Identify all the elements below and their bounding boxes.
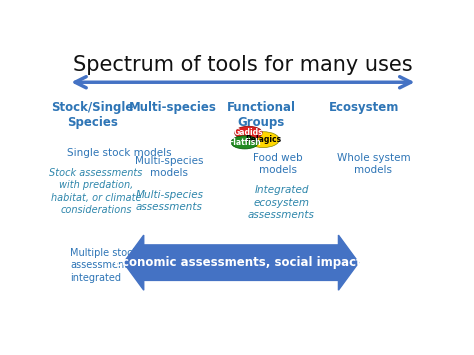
Text: Ecosystem: Ecosystem: [329, 102, 399, 114]
Text: Food web
models: Food web models: [253, 153, 302, 175]
Text: Stock/Single
Species: Stock/Single Species: [51, 102, 134, 129]
Ellipse shape: [231, 136, 258, 149]
Text: Multi-species
models: Multi-species models: [135, 156, 204, 178]
Polygon shape: [124, 235, 359, 290]
Text: Multi-species
assessments: Multi-species assessments: [136, 190, 203, 212]
Text: Gadids: Gadids: [234, 128, 263, 137]
Text: Economic assessments, social impacts: Economic assessments, social impacts: [114, 256, 368, 269]
Text: Stock assessments
with predation,
habitat, or climate
considerations: Stock assessments with predation, habita…: [49, 168, 143, 215]
Text: Single stock models: Single stock models: [66, 148, 171, 158]
Text: Multiple stock
assessments
integrated: Multiple stock assessments integrated: [70, 248, 138, 283]
Text: Multi-species: Multi-species: [129, 102, 217, 114]
Text: Whole system
models: Whole system models: [337, 153, 410, 175]
Ellipse shape: [235, 126, 262, 140]
Text: Functional
Groups: Functional Groups: [227, 102, 296, 129]
Text: Spectrum of tools for many uses: Spectrum of tools for many uses: [73, 55, 413, 75]
Text: Integrated
ecosystem
assessments: Integrated ecosystem assessments: [248, 185, 315, 220]
Ellipse shape: [247, 132, 279, 148]
Text: Pelagics: Pelagics: [245, 135, 281, 144]
Text: Flatfish: Flatfish: [228, 138, 261, 147]
